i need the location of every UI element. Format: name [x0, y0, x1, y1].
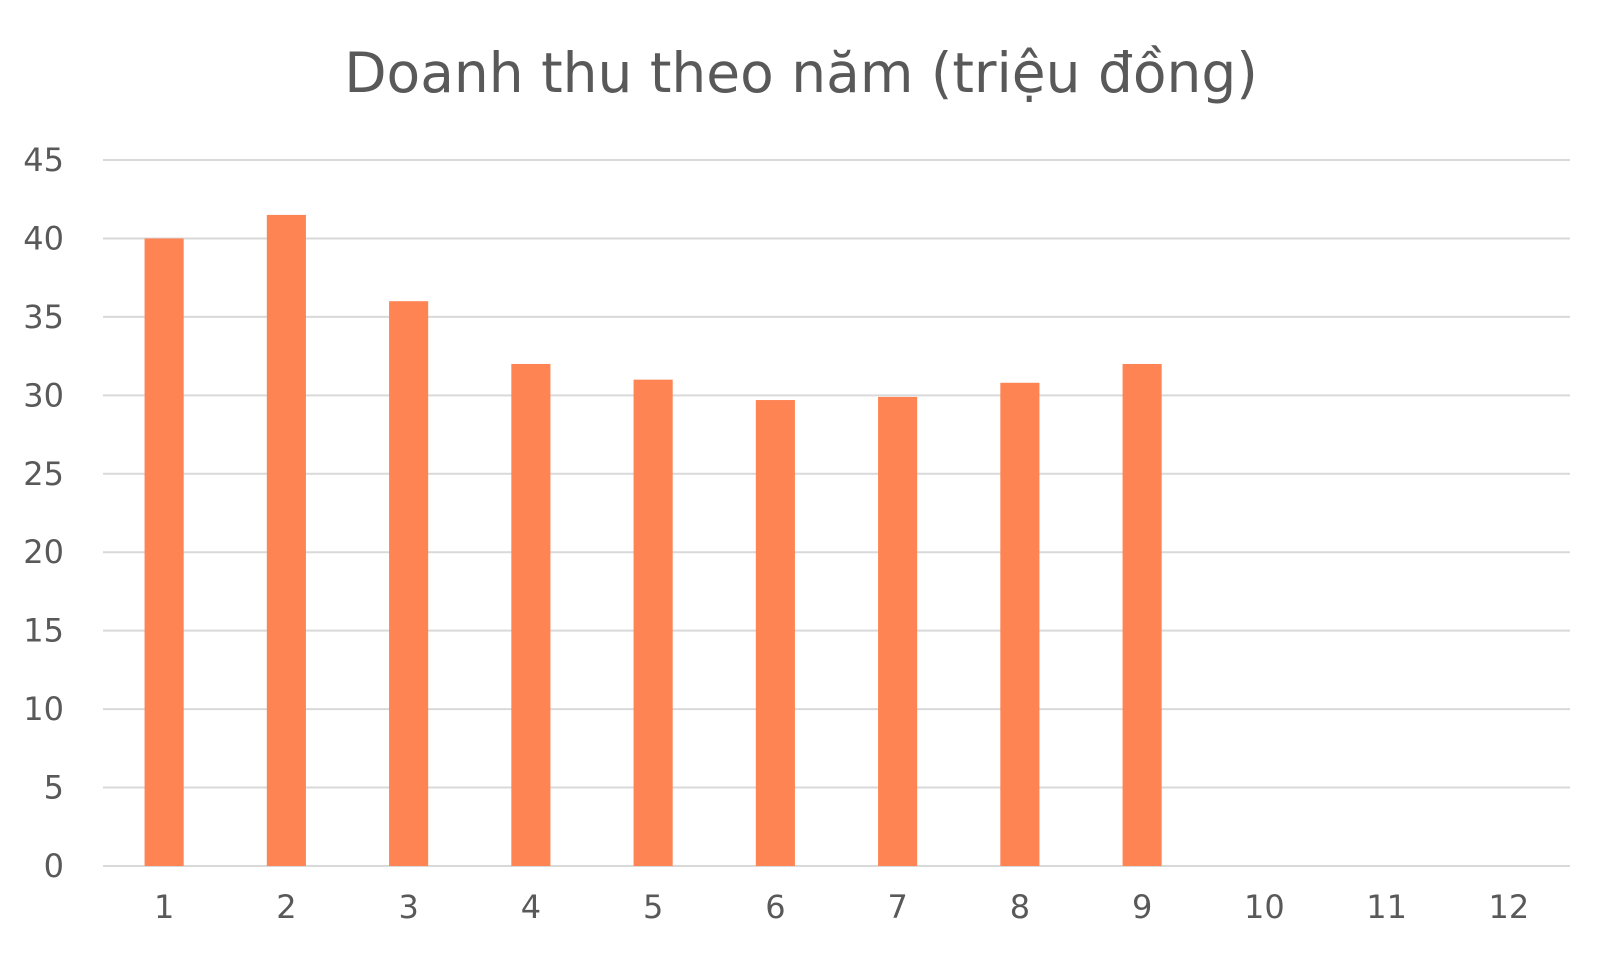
- y-tick-label: 40: [23, 219, 64, 257]
- x-tick-label: 5: [643, 888, 663, 926]
- x-tick-label: 6: [765, 888, 785, 926]
- x-tick-label: 9: [1132, 888, 1152, 926]
- y-tick-label: 10: [23, 690, 64, 728]
- y-tick-label: 25: [23, 455, 64, 493]
- y-axis-ticks: 0 5 10 15 20 25 30 35 40 45: [23, 141, 64, 885]
- bar-8: [1000, 382, 1040, 866]
- chart-title: Doanh thu theo năm (triệu đồng): [344, 41, 1258, 105]
- bar-5: [633, 379, 673, 866]
- x-tick-label: 7: [887, 888, 907, 926]
- x-tick-label: 4: [521, 888, 541, 926]
- y-tick-label: 45: [23, 141, 64, 179]
- bar-series: [144, 214, 1162, 866]
- x-tick-label: 10: [1244, 888, 1285, 926]
- bar-9: [1122, 363, 1162, 866]
- y-tick-label: 5: [44, 769, 64, 807]
- bar-6: [755, 400, 795, 866]
- bar-3: [389, 301, 429, 866]
- x-tick-label: 8: [1010, 888, 1030, 926]
- x-axis-ticks: 1 2 3 4 5 6 7 8 9 10 11 12: [154, 888, 1529, 926]
- bar-7: [878, 396, 918, 866]
- bar-2: [266, 214, 306, 866]
- grid-lines: [103, 159, 1570, 867]
- y-tick-label: 20: [23, 533, 64, 571]
- x-tick-label: 11: [1366, 888, 1407, 926]
- y-tick-label: 0: [44, 847, 64, 885]
- x-tick-label: 12: [1489, 888, 1530, 926]
- y-tick-label: 30: [23, 376, 64, 414]
- y-tick-label: 15: [23, 612, 64, 650]
- bar-1: [144, 238, 184, 866]
- x-tick-label: 2: [276, 888, 296, 926]
- x-tick-label: 3: [398, 888, 418, 926]
- y-tick-label: 35: [23, 298, 64, 336]
- x-tick-label: 1: [154, 888, 174, 926]
- bar-4: [511, 363, 551, 866]
